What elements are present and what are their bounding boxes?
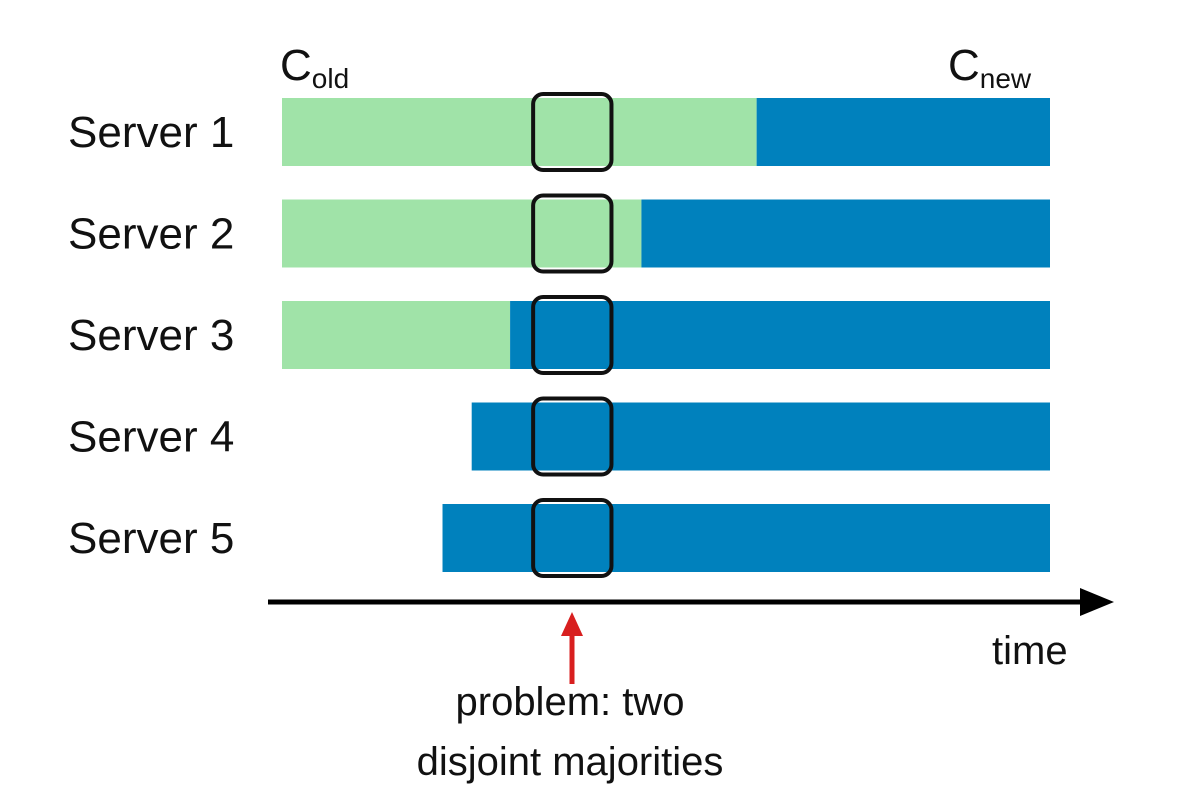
- server-label: Server 2: [68, 210, 234, 259]
- time-axis: time: [268, 588, 1114, 673]
- old-config-base: C: [280, 41, 312, 90]
- server-row: Server 5: [68, 504, 1051, 572]
- server-label: Server 5: [68, 514, 234, 563]
- problem-window-box: [531, 193, 614, 274]
- time-axis-label: time: [992, 629, 1068, 673]
- old-config-segment: [282, 301, 511, 369]
- new-config-base: C: [948, 41, 980, 90]
- server-row: Server 1: [68, 98, 1050, 166]
- problem-annotation: problem: two disjoint majorities: [417, 612, 724, 784]
- problem-window-group: [531, 92, 614, 578]
- problem-window-box: [531, 92, 614, 172]
- problem-window-box: [531, 396, 614, 477]
- server-label: Server 1: [68, 108, 234, 157]
- new-config-label: Cnew: [948, 41, 1032, 94]
- server-rows: Server 1 Server 2 Server 3 Server 4 Server 5: [68, 98, 1051, 572]
- new-config-segment: [756, 98, 1050, 166]
- problem-window-box: [531, 295, 614, 375]
- old-config-label: Cold: [280, 41, 349, 94]
- old-config-segment: [282, 199, 642, 268]
- problem-window-box: [531, 498, 614, 578]
- server-row: Server 2: [68, 199, 1050, 268]
- new-config-segment: [510, 301, 1050, 369]
- time-axis-arrowhead: [1080, 588, 1114, 616]
- new-config-segment: [641, 199, 1050, 268]
- new-config-segment: [442, 504, 1051, 572]
- problem-annotation-line-1: problem: two: [456, 680, 685, 724]
- problem-annotation-line-2: disjoint majorities: [417, 740, 724, 784]
- server-row: Server 3: [68, 301, 1050, 369]
- old-config-subscript: old: [312, 63, 349, 94]
- server-label: Server 3: [68, 311, 234, 360]
- new-config-segment: [471, 402, 1050, 471]
- old-config-segment: [282, 98, 757, 166]
- problem-arrow-head: [561, 612, 583, 636]
- server-label: Server 4: [68, 413, 234, 462]
- new-config-subscript: new: [980, 63, 1032, 94]
- server-row: Server 4: [68, 402, 1050, 471]
